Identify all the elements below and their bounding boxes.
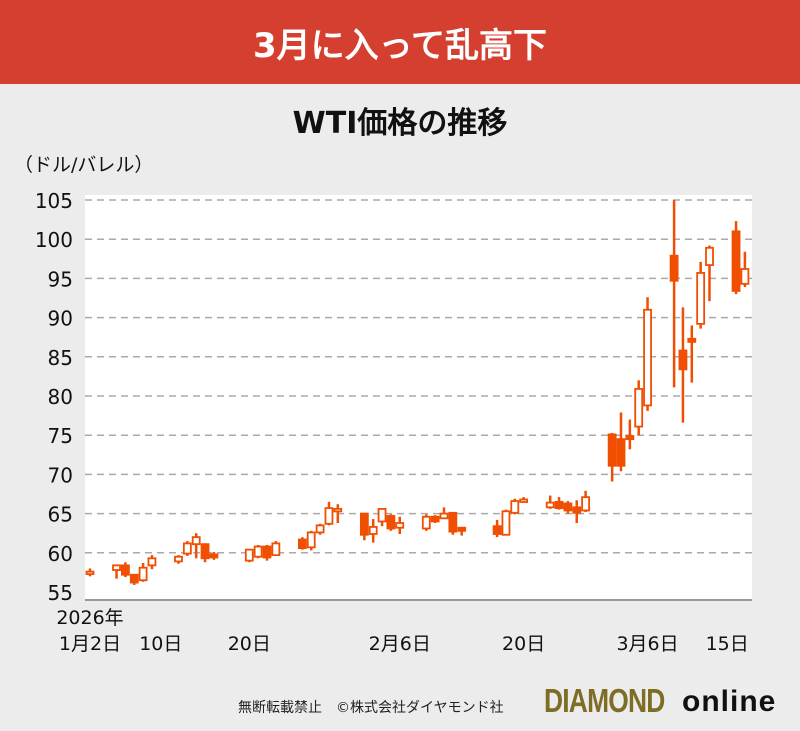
candle-body-down [209, 553, 219, 559]
candle-body-up [377, 507, 387, 523]
candle-body-down [492, 525, 502, 535]
y-tick-label: 75 [48, 424, 73, 448]
candle-body-down [687, 337, 697, 343]
candle-body-down [262, 545, 272, 559]
candle-body-up [740, 268, 750, 285]
candle-body-up [643, 308, 652, 407]
candle-body-up [501, 510, 511, 536]
candle-body-down [386, 515, 396, 530]
y-tick-label: 85 [48, 346, 73, 370]
y-tick-label: 90 [48, 307, 73, 331]
candle-body-down [572, 506, 582, 514]
candle-body-down [457, 526, 467, 532]
candle-body-up [253, 545, 263, 558]
y-tick-label: 55 [48, 581, 73, 605]
candle-body-up [85, 570, 95, 576]
candle-body-down [616, 438, 626, 467]
candle-body-up [315, 524, 325, 534]
y-tick-label: 100 [35, 228, 73, 252]
candle-body-up [138, 566, 148, 582]
chart-title: WTI価格の推移 [292, 106, 508, 141]
candle-body-up [545, 501, 555, 509]
candle-body-down [448, 511, 458, 533]
x-tick-label: 3月6日 [616, 633, 678, 655]
candle-body-up [581, 496, 590, 512]
candle-body-up [519, 498, 529, 503]
candle-body-down [554, 500, 564, 510]
x-tick-label: 10日 [139, 633, 182, 655]
x-tick-label: 15日 [706, 633, 749, 655]
candle-body-up [147, 557, 157, 567]
y-tick-label: 95 [48, 267, 73, 291]
candle-body-down [359, 512, 369, 536]
candle-body-up [705, 246, 714, 266]
candle-body-down [669, 254, 679, 282]
candle-body-up [324, 507, 334, 525]
candle-body-down [200, 543, 210, 560]
headline-text: 3月に入って乱高下 [253, 25, 547, 66]
candle-body-down [129, 573, 139, 584]
candle-body-up [244, 548, 254, 562]
logo-main: DIAMOND [544, 682, 665, 719]
candle-body-up [510, 500, 520, 514]
headline-banner: 3月に入って乱高下 [0, 0, 800, 84]
diamond-online-logo: DIAMOND online [544, 682, 775, 720]
candle-body-up [395, 522, 405, 529]
candle-body-down [121, 564, 130, 576]
candle-body-down [563, 502, 573, 512]
candle-body-down [678, 349, 688, 371]
x-tick-label: 2月6日 [369, 633, 431, 655]
x-tick-label: 20日 [228, 633, 271, 655]
candle-body-down [731, 230, 741, 292]
x-tick-year: 2026年 [56, 607, 123, 629]
y-tick-label: 80 [48, 385, 73, 409]
candle-body-up [182, 542, 192, 555]
x-tick-label: 1月2日 [59, 633, 121, 655]
candle-body-up [174, 555, 183, 563]
candle-body-up [696, 272, 706, 325]
candle-body-down [297, 538, 307, 549]
candle-body-up [333, 507, 343, 513]
candle-body-down [625, 435, 635, 441]
candle-body-up [368, 526, 378, 535]
candle-body-up [421, 515, 431, 530]
candle-body-up [439, 512, 449, 520]
candle-body-up [112, 564, 121, 571]
y-tick-label: 60 [48, 542, 73, 566]
x-tick-label: 20日 [502, 633, 545, 655]
candle-body-up [271, 542, 281, 557]
candle-body-up [634, 388, 644, 428]
candle-body-up [191, 536, 201, 546]
y-axis-unit: （ドル/バレル） [14, 154, 154, 176]
candle-body-up [306, 531, 316, 549]
copyright-notice: 無断転載禁止 ©株式会社ダイヤモンド社 [238, 700, 504, 716]
candle-body-down [430, 515, 440, 523]
plot-area [85, 195, 752, 600]
logo-sub: online [682, 685, 777, 718]
candle-body-down [607, 433, 617, 467]
y-tick-label: 65 [48, 503, 73, 527]
candlestick-chart: 55 60 65 70 75 80 85 90 95 100 105 1月2日 2026年 10日 20日 2… [35, 189, 752, 655]
y-tick-label: 70 [48, 463, 73, 487]
y-tick-label: 105 [35, 189, 73, 213]
